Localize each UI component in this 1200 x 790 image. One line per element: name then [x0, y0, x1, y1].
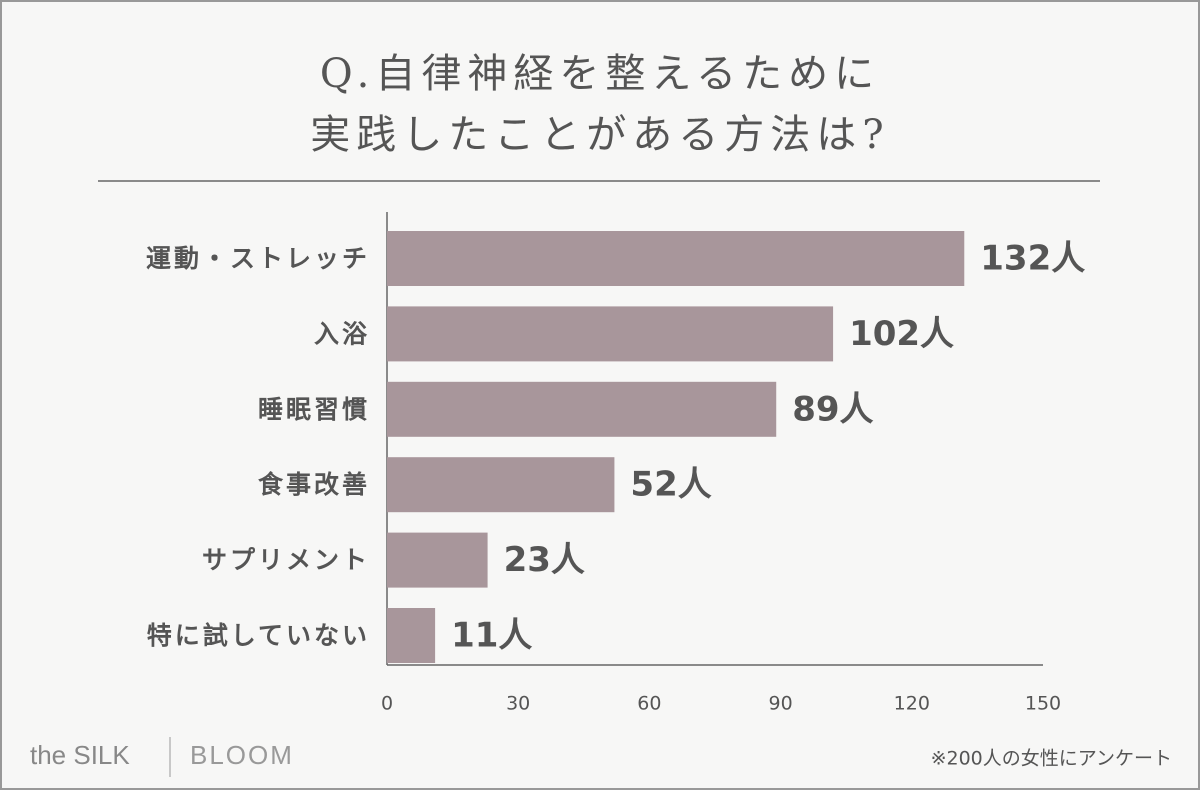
value-label: 132人	[980, 239, 1085, 279]
note: ※200人の女性にアンケート	[931, 748, 1172, 770]
brand: BLOOM	[190, 740, 294, 770]
bar	[387, 306, 834, 362]
value-label: 23人	[504, 540, 585, 580]
bar	[387, 608, 436, 663]
x-tick-label: 150	[1025, 693, 1061, 715]
x-tick-label: 0	[381, 693, 393, 715]
y-tick-label: 入浴	[314, 319, 370, 348]
value-label: 89人	[792, 389, 873, 429]
y-tick-label: サプリメント	[202, 546, 370, 575]
value-label: 52人	[630, 465, 711, 505]
x-tick-label: 30	[506, 693, 530, 715]
chart-title: Q.自律神経を整えるために	[320, 51, 880, 97]
bar	[387, 532, 488, 588]
x-tick-label: 60	[637, 693, 661, 715]
y-tick-label: 睡眠習慣	[258, 395, 370, 424]
bar	[387, 381, 777, 437]
value-label: 102人	[849, 314, 954, 354]
bar	[387, 457, 615, 513]
brand: the SILK	[30, 740, 130, 770]
chart-title: 実践したことがある方法は?	[310, 112, 889, 158]
x-tick-label: 120	[894, 693, 930, 715]
y-tick-label: 食事改善	[258, 470, 370, 499]
y-tick-label: 特に試していない	[147, 621, 370, 650]
value-label: 11人	[451, 616, 532, 656]
bar	[387, 231, 965, 286]
x-tick-label: 90	[769, 693, 793, 715]
y-tick-label: 運動・ストレッチ	[146, 244, 370, 273]
